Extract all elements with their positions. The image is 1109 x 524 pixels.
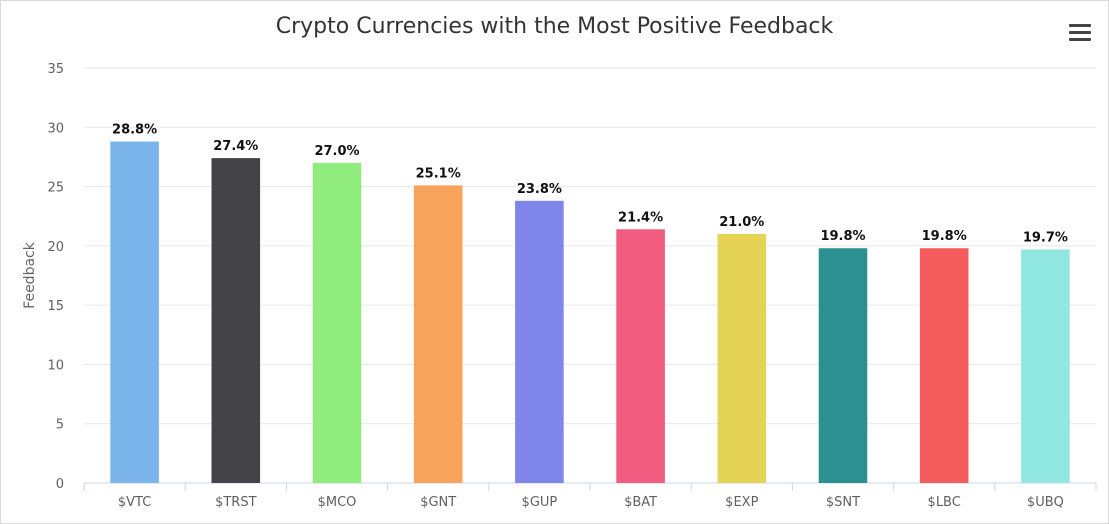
bar [211, 158, 261, 483]
bar [312, 162, 362, 483]
data-label: 28.8% [112, 123, 157, 138]
y-tick-label: 10 [47, 358, 64, 373]
bar [818, 248, 868, 483]
data-label: 23.8% [517, 182, 562, 197]
bar [717, 234, 767, 483]
data-label: 19.8% [922, 229, 967, 244]
hamburger-menu-icon [1069, 24, 1091, 27]
data-label: 27.4% [213, 139, 258, 154]
data-label: 25.1% [416, 166, 461, 181]
x-tick-label: $BAT [624, 495, 657, 510]
x-tick-label: $MCO [318, 495, 357, 510]
y-tick-label: 25 [47, 181, 64, 196]
y-tick-label: 0 [56, 477, 64, 492]
data-label: 19.7% [1023, 230, 1068, 245]
y-axis-title: Feedback [22, 241, 38, 309]
hamburger-menu-icon-bar [1069, 38, 1091, 41]
x-tick-label: $UBQ [1027, 495, 1064, 510]
bar [110, 141, 159, 483]
bar [515, 200, 564, 484]
y-tick-label: 5 [56, 418, 64, 433]
y-tick-label: 35 [47, 62, 64, 77]
bar [919, 248, 969, 483]
x-tick-label: $VTC [118, 495, 151, 510]
x-tick-label: $LBC [928, 495, 961, 510]
chart-menu-button[interactable] [1068, 24, 1092, 46]
bar [616, 229, 665, 483]
x-tick-label: $TRST [215, 495, 256, 510]
chart-title: Crypto Currencies with the Most Positive… [275, 14, 834, 39]
data-label: 27.0% [314, 144, 359, 159]
x-tick-label: $SNT [826, 495, 860, 510]
x-tick-label: $GUP [522, 495, 558, 510]
y-tick-label: 15 [47, 299, 64, 314]
data-label: 21.0% [719, 215, 764, 230]
y-tick-label: 30 [47, 121, 64, 136]
hamburger-menu-icon-bar [1069, 31, 1091, 34]
x-tick-label: $GNT [420, 495, 456, 510]
x-tick-label: $EXP [725, 495, 758, 510]
bar [1021, 249, 1070, 483]
data-label: 21.4% [618, 210, 663, 225]
bar [413, 185, 463, 483]
data-label: 19.8% [820, 229, 865, 244]
y-tick-label: 20 [47, 240, 64, 255]
